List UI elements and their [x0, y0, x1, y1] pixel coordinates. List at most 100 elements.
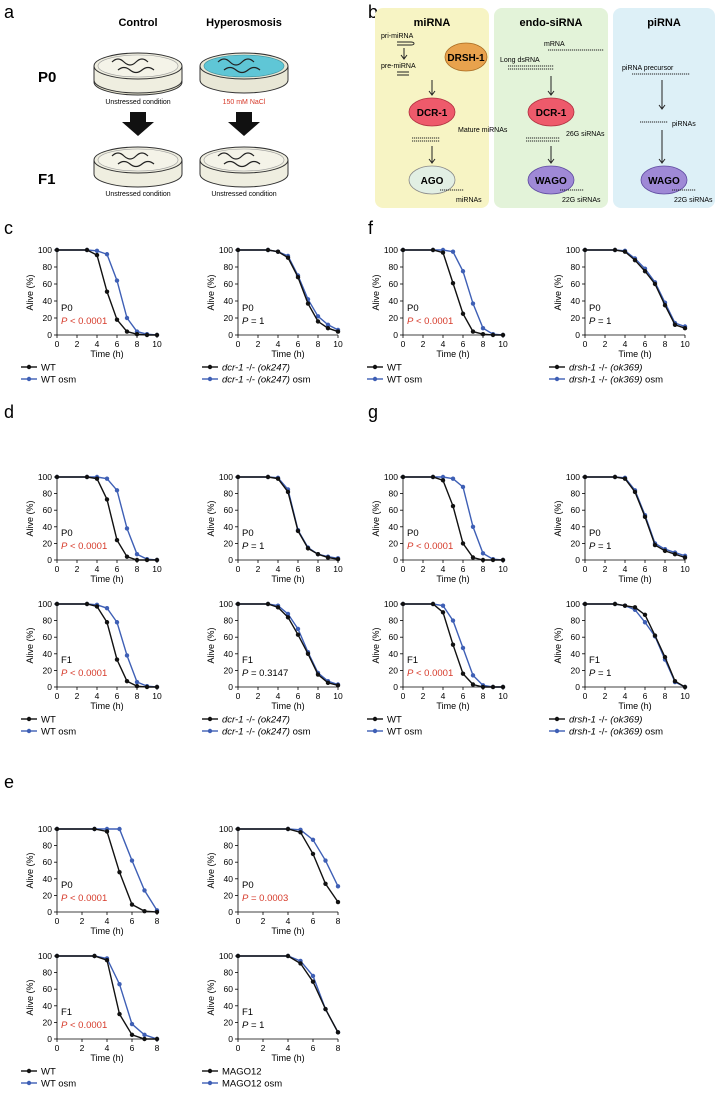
y-tick-label: 80	[571, 616, 581, 626]
chart-d1: 0 20 40 60 80 100 0 2 4 6 8 10 Alive (%) Time (h) P0 P …	[25, 472, 162, 584]
data-point	[295, 275, 301, 280]
series-line	[238, 955, 339, 1033]
data-point	[134, 557, 140, 563]
data-point	[612, 474, 618, 480]
chart-e1: 0 20 40 60 80 100 0 2 4 6 8 Alive (%) Time (h) P0 P < …	[25, 824, 160, 936]
data-point	[335, 1030, 341, 1035]
data-point	[682, 555, 688, 560]
label-wago-endo: WAGO	[535, 176, 567, 187]
data-point	[480, 684, 486, 690]
y-tick-label: 20	[43, 890, 53, 900]
data-point	[129, 1021, 135, 1027]
y-tick-label: 0	[228, 682, 233, 692]
data-point	[490, 332, 496, 338]
x-axis-label: Time (h)	[271, 1053, 304, 1063]
data-point	[470, 524, 476, 529]
y-tick-label: 60	[571, 632, 581, 642]
data-point	[335, 899, 341, 905]
y-tick-label: 40	[43, 649, 53, 659]
data-point	[265, 474, 271, 480]
data-point	[310, 979, 316, 984]
data-point	[295, 626, 301, 632]
data-point	[335, 329, 341, 334]
x-tick-label: 2	[261, 916, 266, 926]
data-point	[430, 474, 436, 480]
y-tick-label: 40	[43, 296, 53, 306]
data-point	[124, 329, 130, 334]
y-tick-label: 0	[47, 1034, 52, 1044]
data-point	[622, 249, 628, 254]
data-point	[114, 620, 120, 625]
legend-marker	[372, 376, 378, 382]
y-tick-label: 100	[219, 951, 233, 961]
y-tick-label: 20	[224, 890, 234, 900]
data-point	[235, 953, 241, 959]
legend-marker	[207, 376, 213, 382]
data-point	[662, 654, 668, 660]
x-axis-label: Time (h)	[618, 349, 651, 359]
y-tick-label: 60	[389, 632, 399, 642]
data-point	[94, 252, 100, 258]
generation-label: P0	[61, 303, 73, 314]
data-point	[470, 555, 476, 560]
y-tick-label: 80	[43, 968, 53, 978]
plate-control-p0	[93, 52, 183, 96]
data-point	[315, 551, 321, 557]
x-tick-label: 6	[311, 916, 316, 926]
caption-hyper-f1: Unstressed condition	[211, 191, 276, 198]
plate-hyperosmosis-f1	[199, 146, 289, 188]
data-point	[682, 684, 688, 690]
data-point	[104, 605, 110, 611]
y-tick-label: 60	[389, 505, 399, 515]
legend-label: WT	[41, 715, 56, 726]
data-point	[114, 488, 120, 493]
data-point	[275, 476, 281, 481]
x-tick-label: 2	[421, 691, 426, 701]
data-point	[114, 278, 120, 283]
x-tick-label: 2	[256, 564, 261, 574]
x-tick-label: 10	[333, 339, 343, 349]
y-tick-label: 20	[43, 665, 53, 675]
data-point	[275, 249, 281, 254]
data-point	[460, 311, 466, 316]
panel-label-g: g	[368, 402, 378, 422]
x-tick-label: 4	[95, 691, 100, 701]
x-tick-label: 8	[155, 916, 160, 926]
data-point	[672, 322, 678, 327]
data-point	[134, 331, 140, 337]
x-tick-label: 8	[481, 564, 486, 574]
data-point	[154, 557, 160, 563]
data-point	[305, 301, 311, 306]
data-point	[295, 528, 301, 534]
x-tick-label: 0	[401, 564, 406, 574]
x-tick-label: 2	[75, 691, 80, 701]
x-tick-label: 2	[256, 691, 261, 701]
data-point	[460, 541, 466, 546]
pirna-column-bg	[613, 8, 715, 208]
data-point	[134, 683, 140, 689]
data-point	[335, 683, 341, 688]
label-wago-pirna: WAGO	[648, 176, 680, 187]
data-point	[285, 611, 291, 617]
y-tick-label: 100	[384, 245, 398, 255]
legend-marker	[207, 1068, 213, 1074]
y-tick-label: 0	[47, 555, 52, 565]
x-axis-label: Time (h)	[90, 926, 123, 936]
data-point	[315, 319, 321, 324]
generation-label: P0	[242, 303, 254, 314]
panel-label-d: d	[4, 402, 14, 422]
y-tick-label: 0	[575, 330, 580, 340]
y-axis-label: Alive (%)	[25, 274, 35, 310]
arrow-down-icon	[228, 112, 260, 136]
y-tick-label: 100	[38, 824, 52, 834]
y-tick-label: 60	[43, 279, 53, 289]
y-tick-label: 100	[566, 599, 580, 609]
chart-e2: 0 20 40 60 80 100 0 2 4 6 8 Alive (%) Time (h) P0 P = …	[206, 824, 341, 936]
y-tick-label: 60	[43, 632, 53, 642]
generation-label: F1	[61, 655, 72, 666]
x-tick-label: 10	[152, 339, 162, 349]
data-point	[275, 605, 281, 610]
legend-label: WT osm	[387, 727, 422, 738]
x-tick-label: 0	[401, 691, 406, 701]
y-tick-label: 0	[228, 907, 233, 917]
